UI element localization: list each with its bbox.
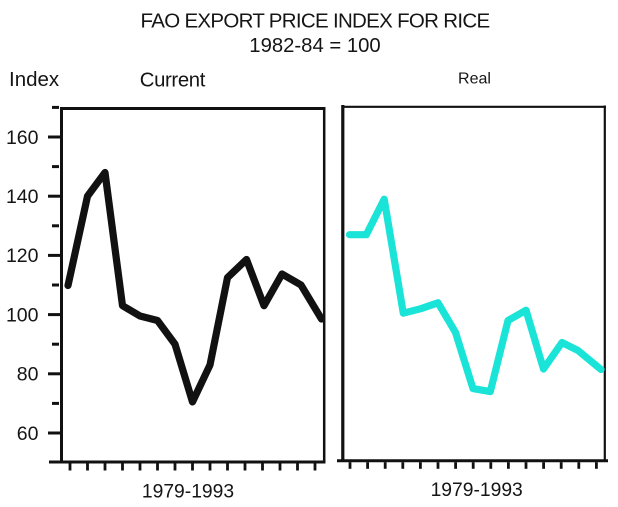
svg-text:1979-1993: 1979-1993 [142, 482, 234, 503]
svg-text:FAO EXPORT PRICE INDEX FOR RIC: FAO EXPORT PRICE INDEX FOR RICE [141, 10, 490, 33]
svg-text:100: 100 [6, 304, 39, 326]
svg-text:120: 120 [6, 245, 39, 267]
svg-text:80: 80 [17, 364, 39, 386]
svg-text:1979-1993: 1979-1993 [431, 480, 523, 501]
svg-text:Current: Current [140, 69, 206, 91]
svg-text:140: 140 [6, 186, 39, 208]
svg-text:1982-84 = 100: 1982-84 = 100 [249, 35, 380, 57]
svg-text:60: 60 [17, 423, 39, 445]
svg-text:160: 160 [6, 127, 39, 149]
svg-text:Real: Real [458, 70, 491, 87]
svg-text:Index: Index [9, 68, 60, 91]
